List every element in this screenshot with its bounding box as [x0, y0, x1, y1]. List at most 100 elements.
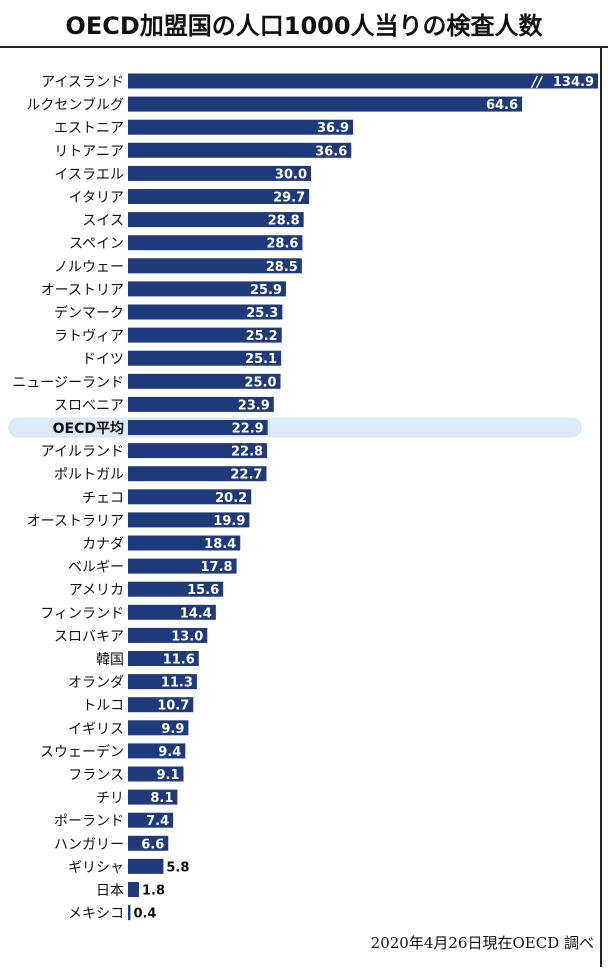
- category-label-row-10: デンマーク: [54, 305, 124, 322]
- value-label-row-24: 13.0: [171, 629, 203, 644]
- chart-title: OECD加盟国の人口1000人当りの検査人数: [65, 12, 543, 40]
- value-label-row-28: 9.9: [161, 722, 184, 737]
- bar-row-34: [128, 858, 164, 874]
- value-label-row-35: 1.8: [142, 884, 165, 899]
- value-label-row-36: 0.4: [133, 907, 156, 922]
- category-label-row-8: ノルウェー: [54, 259, 124, 275]
- value-label-row-23: 14.4: [180, 606, 212, 621]
- bar-row-7: [128, 235, 303, 251]
- value-label-row-20: 18.4: [204, 537, 236, 552]
- category-label-row-5: イタリア: [69, 190, 124, 206]
- category-label-row-29: スウェーデン: [40, 743, 124, 760]
- category-label-row-35: 日本: [96, 883, 124, 899]
- value-label-row-9: 25.9: [250, 283, 282, 298]
- value-label-row-7: 28.6: [266, 237, 298, 252]
- value-label-row-6: 28.8: [268, 214, 300, 229]
- bar-row-6: [128, 212, 304, 228]
- bar-row-9: [128, 281, 286, 297]
- bar-row-33: [128, 835, 169, 851]
- bar-row-18: [128, 489, 252, 505]
- value-label-row-31: 8.1: [150, 791, 173, 806]
- chart-panel: アイスランド // 134.9 ルクセンブルグ 64.6 エストニア 36.9 リトアニア 36…: [0, 48, 602, 967]
- bar-row-16: [128, 443, 268, 459]
- category-label-row-25: 韓国: [96, 652, 124, 668]
- bar-row-32: [128, 812, 174, 828]
- bar-row-2: [128, 119, 354, 135]
- bar-row-20: [128, 535, 241, 551]
- bar-row-3: [128, 142, 352, 158]
- category-label-row-3: リトアニア: [54, 144, 124, 160]
- value-label-row-1: 64.6: [486, 98, 518, 113]
- category-label-row-4: イスラエル: [54, 167, 124, 183]
- category-label-row-20: カナダ: [82, 537, 124, 553]
- value-label-row-12: 25.1: [245, 352, 277, 367]
- bar-row-27: [128, 697, 194, 713]
- bar-row-0: [128, 73, 598, 89]
- category-label-row-11: ラトヴィア: [54, 328, 124, 345]
- bar-row-30: [128, 766, 184, 782]
- title-divider: [0, 46, 608, 48]
- category-label-row-24: スロバキア: [54, 629, 124, 645]
- bar-row-25: [128, 651, 199, 666]
- bar-row-31: [128, 789, 178, 805]
- category-label-row-2: エストニア: [54, 121, 124, 137]
- value-label-row-0: 134.9: [553, 75, 594, 90]
- bar-row-11: [128, 327, 282, 343]
- bar-row-12: [128, 350, 282, 366]
- category-label-row-9: オーストリア: [41, 282, 124, 298]
- value-label-row-22: 15.6: [187, 583, 219, 598]
- value-label-row-4: 30.0: [275, 167, 307, 182]
- value-label-row-21: 17.8: [201, 560, 233, 575]
- value-label-row-3: 36.6: [315, 144, 347, 159]
- value-label-row-18: 20.2: [215, 491, 247, 506]
- category-label-row-1: ルクセンブルグ: [26, 97, 124, 114]
- category-label-row-12: ドイツ: [82, 352, 124, 368]
- category-label-row-6: スイス: [82, 213, 124, 229]
- category-label-row-0: アイスランド: [41, 75, 124, 91]
- value-label-row-32: 7.4: [146, 814, 169, 829]
- bar-row-13: [128, 373, 281, 389]
- bar-row-19: [128, 512, 250, 528]
- value-label-row-15: 22.9: [232, 422, 264, 437]
- category-label-row-16: アイルランド: [41, 444, 124, 460]
- category-label-row-32: ポーランド: [54, 814, 124, 830]
- category-label-row-13: ニュージーランド: [12, 375, 124, 391]
- category-label-row-7: スペイン: [69, 236, 124, 252]
- bar-row-36: [128, 905, 131, 921]
- bar-row-8: [128, 258, 302, 274]
- value-label-row-5: 29.7: [273, 191, 305, 206]
- bar-row-26: [128, 674, 197, 690]
- bar-row-15: [128, 420, 268, 435]
- bar-row-1: [128, 96, 523, 112]
- source-note: 2020年4月26日現在OECD 調べ: [370, 934, 594, 952]
- bar-row-21: [128, 558, 237, 574]
- bar-row-4: [128, 165, 311, 181]
- category-label-row-22: アメリカ: [69, 583, 124, 599]
- value-label-row-8: 28.5: [266, 260, 298, 275]
- bar-row-10: [128, 304, 283, 320]
- category-label-row-27: トルコ: [82, 698, 124, 714]
- category-label-row-19: オーストラリア: [27, 513, 124, 529]
- value-label-row-10: 25.3: [246, 306, 278, 321]
- bar-row-35: [128, 882, 139, 897]
- category-label-row-31: チリ: [96, 791, 124, 807]
- value-label-row-27: 10.7: [157, 699, 189, 714]
- bar-row-24: [128, 627, 208, 643]
- category-label-row-15: OECD平均: [53, 420, 124, 437]
- bar-row-5: [128, 189, 310, 204]
- value-label-row-26: 11.3: [161, 676, 193, 691]
- value-label-row-14: 23.9: [238, 398, 270, 413]
- value-label-row-25: 11.6: [163, 653, 195, 668]
- category-label-row-36: メキシコ: [68, 906, 124, 922]
- value-label-row-16: 22.8: [231, 445, 263, 460]
- bar-row-17: [128, 466, 267, 482]
- axis-break-mark: //: [530, 75, 544, 91]
- value-label-row-19: 19.9: [213, 514, 245, 529]
- bar-row-23: [128, 604, 216, 620]
- category-label-row-28: イギリス: [68, 721, 124, 737]
- value-label-row-11: 25.2: [246, 329, 278, 344]
- category-label-row-14: スロベニア: [54, 398, 124, 414]
- category-label-row-26: オランダ: [68, 675, 124, 691]
- value-label-row-29: 9.4: [158, 745, 181, 760]
